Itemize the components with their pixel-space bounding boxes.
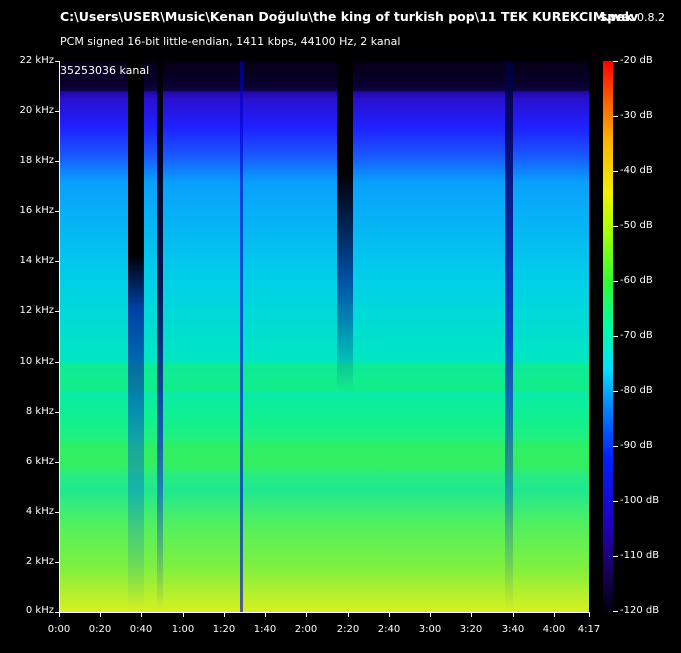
db-tick-label: -120 dB — [620, 605, 660, 616]
spectrogram-image — [60, 61, 589, 612]
green-band — [60, 363, 589, 391]
y-tick — [55, 612, 60, 613]
x-tick-label: 3:40 — [501, 624, 525, 635]
x-tick — [554, 612, 555, 617]
x-tick — [100, 612, 101, 617]
app-version-label: 0.8.2 — [637, 11, 665, 24]
green-band — [60, 441, 589, 471]
x-tick-label: 2:40 — [377, 624, 401, 635]
y-tick-label: 6 kHz — [25, 456, 54, 467]
file-path-title: C:\Users\USER\Music\Kenan Doğulu\the kin… — [60, 9, 639, 24]
x-tick — [306, 612, 307, 617]
db-tick-label: -60 dB — [620, 275, 653, 286]
y-tick — [55, 161, 60, 162]
y-tick-label: 4 kHz — [25, 506, 54, 517]
x-tick-label: 0:00 — [47, 624, 71, 635]
db-tick — [613, 61, 618, 62]
x-tick-label: 1:00 — [171, 624, 195, 635]
x-tick-label: 3:20 — [459, 624, 483, 635]
y-tick — [55, 512, 60, 513]
db-tick — [613, 446, 618, 447]
db-tick-label: -80 dB — [620, 385, 653, 396]
y-tick — [55, 412, 60, 413]
y-tick-label: 16 kHz — [19, 205, 54, 216]
x-tick-label: 1:40 — [253, 624, 277, 635]
db-tick — [613, 226, 618, 227]
y-tick — [55, 562, 60, 563]
y-tick-label: 2 kHz — [25, 556, 54, 567]
y-tick — [55, 311, 60, 312]
db-tick — [613, 501, 618, 502]
x-tick — [141, 612, 142, 617]
x-tick-label: 4:17 — [577, 624, 601, 635]
y-tick — [55, 61, 60, 62]
quiet-section — [337, 61, 353, 612]
x-tick — [430, 612, 431, 617]
high-freq-dark-band — [60, 61, 589, 91]
x-tick — [589, 612, 590, 617]
x-tick-label: 2:00 — [294, 624, 318, 635]
x-tick — [183, 612, 184, 617]
db-tick — [613, 171, 618, 172]
x-tick — [265, 612, 266, 617]
x-tick — [471, 612, 472, 617]
y-tick-label: 18 kHz — [19, 155, 54, 166]
db-tick-label: -30 dB — [620, 110, 653, 121]
y-tick — [55, 261, 60, 262]
x-tick-label: 0:40 — [129, 624, 153, 635]
y-tick-label: 14 kHz — [19, 255, 54, 266]
db-tick-label: -40 dB — [620, 165, 653, 176]
db-tick — [613, 281, 618, 282]
x-tick — [389, 612, 390, 617]
y-tick — [55, 211, 60, 212]
y-tick-label: 20 kHz — [19, 105, 54, 116]
y-tick-label: 22 kHz — [19, 55, 54, 66]
quiet-section — [157, 61, 163, 612]
db-tick — [613, 556, 618, 557]
db-tick-label: -20 dB — [620, 55, 653, 66]
y-tick — [55, 462, 60, 463]
db-tick — [613, 336, 618, 337]
x-tick — [59, 612, 60, 617]
y-axis-line — [59, 61, 60, 613]
db-tick-label: -100 dB — [620, 495, 660, 506]
app-name-label: spek — [599, 9, 634, 24]
db-tick-label: -70 dB — [620, 330, 653, 341]
x-tick-label: 1:20 — [212, 624, 236, 635]
y-tick — [55, 362, 60, 363]
db-tick — [613, 611, 618, 612]
db-tick — [613, 116, 618, 117]
spectrogram-overlay-label: 35253036 kanal — [60, 64, 150, 77]
y-tick-label: 12 kHz — [19, 305, 54, 316]
audio-info-subtitle: PCM signed 16-bit little-endian, 1411 kb… — [60, 35, 401, 48]
x-tick-label: 4:00 — [542, 624, 566, 635]
x-tick-label: 3:00 — [418, 624, 442, 635]
x-tick-label: 2:20 — [336, 624, 360, 635]
db-tick — [613, 391, 618, 392]
x-tick — [513, 612, 514, 617]
app-name: spek 0.8.2 — [600, 9, 665, 24]
x-axis-line — [59, 612, 590, 613]
db-tick-label: -110 dB — [620, 550, 660, 561]
y-tick-label: 10 kHz — [19, 356, 54, 367]
x-tick — [348, 612, 349, 617]
quiet-section — [128, 61, 144, 612]
x-tick-label: 0:20 — [88, 624, 112, 635]
db-color-scale — [603, 61, 613, 612]
quiet-section — [240, 61, 243, 612]
y-tick-label: 0 kHz — [25, 605, 54, 616]
db-tick-label: -50 dB — [620, 220, 653, 231]
quiet-section — [505, 61, 513, 612]
y-tick — [55, 111, 60, 112]
x-tick — [224, 612, 225, 617]
y-tick-label: 8 kHz — [25, 406, 54, 417]
db-tick-label: -90 dB — [620, 440, 653, 451]
